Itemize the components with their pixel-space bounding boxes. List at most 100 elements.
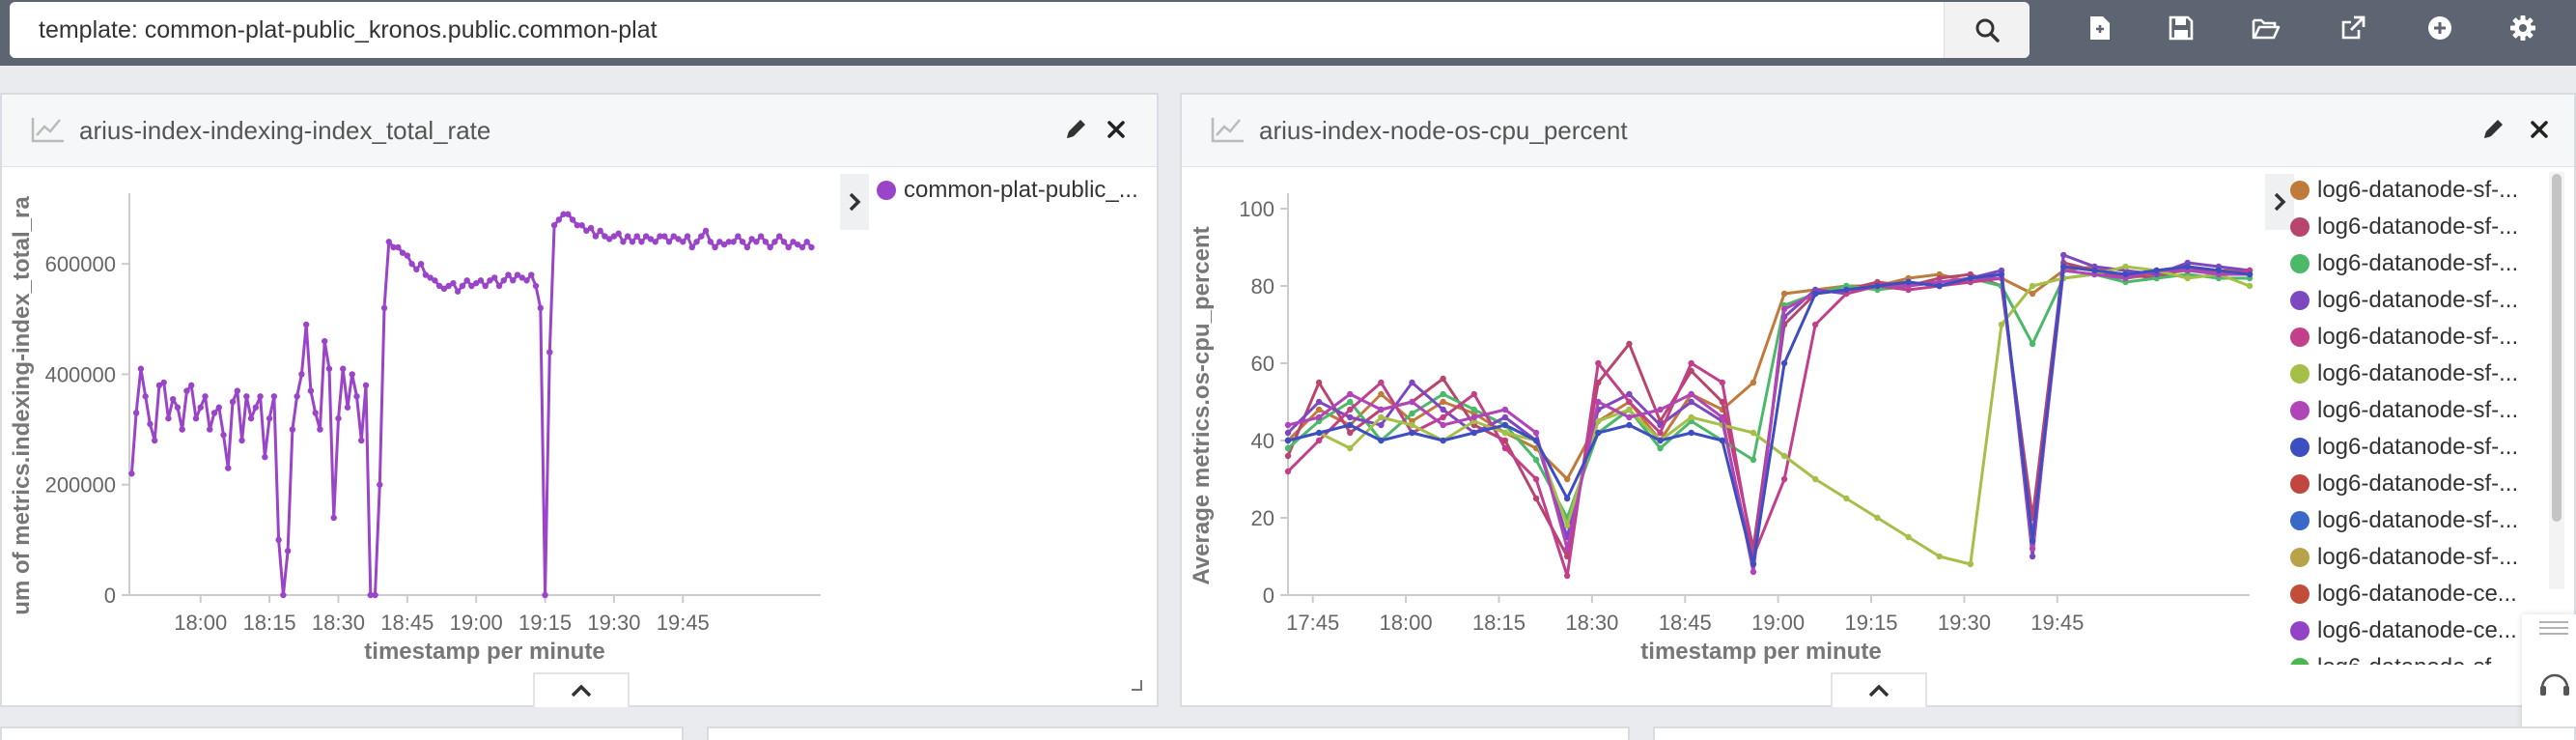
data-point[interactable] (574, 221, 581, 229)
data-point[interactable] (289, 426, 296, 433)
data-point[interactable] (1347, 444, 1354, 452)
data-point[interactable] (565, 211, 572, 217)
data-point[interactable] (1719, 413, 1726, 421)
data-point[interactable] (1378, 390, 1385, 398)
data-point[interactable] (463, 277, 470, 284)
open-button[interactable] (2250, 12, 2282, 44)
data-point[interactable] (1532, 456, 1540, 464)
data-point[interactable] (2122, 263, 2129, 270)
data-point[interactable] (1501, 429, 1509, 437)
data-point[interactable] (675, 236, 682, 242)
data-point[interactable] (1409, 421, 1415, 429)
close-panel-button[interactable] (2524, 114, 2555, 145)
data-point[interactable] (665, 239, 673, 245)
data-point[interactable] (1470, 390, 1477, 398)
data-point[interactable] (1936, 553, 1943, 560)
data-point[interactable] (1998, 270, 2005, 278)
data-point[interactable] (620, 239, 627, 245)
data-point[interactable] (514, 271, 521, 278)
data-point[interactable] (325, 365, 333, 372)
data-point[interactable] (197, 404, 204, 411)
data-point[interactable] (537, 304, 544, 312)
data-point[interactable] (1315, 406, 1323, 413)
data-point[interactable] (284, 548, 292, 555)
legend-item[interactable]: log6-datanode-sf-... (2290, 356, 2532, 392)
data-point[interactable] (385, 239, 392, 245)
data-point[interactable] (1440, 375, 1446, 383)
data-point[interactable] (151, 437, 158, 444)
data-point[interactable] (505, 271, 512, 278)
data-point[interactable] (730, 239, 737, 245)
data-point[interactable] (188, 382, 195, 389)
data-point[interactable] (1595, 398, 1602, 406)
data-point[interactable] (215, 404, 222, 411)
data-point[interactable] (1626, 413, 1633, 421)
data-point[interactable] (1719, 398, 1726, 406)
data-point[interactable] (137, 365, 145, 372)
data-point[interactable] (555, 216, 563, 223)
data-point[interactable] (377, 481, 383, 488)
collapse-button[interactable] (533, 672, 630, 707)
data-point[interactable] (257, 393, 264, 400)
legend-item[interactable]: log6-datanode-sf-... (2290, 245, 2532, 282)
data-point[interactable] (569, 216, 576, 223)
data-point[interactable] (680, 239, 686, 245)
data-point[interactable] (335, 414, 342, 422)
data-point[interactable] (528, 271, 535, 278)
data-point[interactable] (550, 221, 558, 229)
data-point[interactable] (445, 282, 452, 290)
data-point[interactable] (1780, 452, 1788, 460)
data-point[interactable] (587, 224, 595, 232)
data-point[interactable] (1284, 444, 1292, 452)
data-point[interactable] (633, 233, 640, 240)
data-point[interactable] (712, 243, 718, 251)
data-point[interactable] (753, 239, 760, 245)
data-point[interactable] (798, 243, 806, 251)
search-input[interactable] (10, 2, 1946, 58)
data-point[interactable] (1284, 452, 1292, 460)
data-point[interactable] (454, 288, 462, 295)
legend-item[interactable]: log6-datanode-sf-... (2290, 172, 2532, 209)
data-point[interactable] (413, 266, 420, 273)
data-point[interactable] (583, 227, 590, 235)
data-point[interactable] (1347, 413, 1354, 421)
data-point[interactable] (229, 398, 237, 406)
data-point[interactable] (2091, 267, 2098, 274)
legend-item[interactable]: log6-datanode-ce... (2290, 576, 2532, 612)
data-point[interactable] (1409, 398, 1415, 406)
data-point[interactable] (1688, 413, 1694, 421)
data-point[interactable] (1843, 286, 1850, 294)
data-point[interactable] (1315, 413, 1323, 421)
help-widget[interactable] (2522, 614, 2576, 740)
data-point[interactable] (1347, 390, 1354, 398)
data-point[interactable] (1378, 379, 1385, 386)
legend-scrollbar[interactable] (2549, 172, 2564, 589)
data-point[interactable] (349, 371, 355, 378)
data-point[interactable] (210, 410, 218, 416)
data-point[interactable] (597, 227, 603, 235)
data-point[interactable] (518, 274, 525, 281)
data-point[interactable] (748, 236, 755, 242)
data-point[interactable] (422, 271, 430, 278)
data-point[interactable] (1440, 406, 1446, 413)
data-point[interactable] (1409, 410, 1415, 417)
data-point[interactable] (1905, 533, 1912, 541)
data-point[interactable] (1378, 413, 1385, 421)
data-point[interactable] (638, 239, 645, 245)
data-point[interactable] (160, 379, 167, 386)
data-point[interactable] (2029, 537, 2036, 545)
data-point[interactable] (1657, 429, 1664, 437)
data-point[interactable] (1936, 282, 1943, 290)
data-point[interactable] (1501, 421, 1509, 429)
data-point[interactable] (262, 453, 268, 461)
data-point[interactable] (390, 243, 397, 251)
data-point[interactable] (482, 282, 489, 290)
data-point[interactable] (2184, 274, 2191, 282)
data-point[interactable] (1440, 437, 1446, 444)
data-point[interactable] (647, 236, 655, 242)
data-point[interactable] (739, 239, 746, 245)
data-point[interactable] (532, 282, 540, 290)
data-point[interactable] (1874, 282, 1881, 290)
data-point[interactable] (330, 514, 337, 522)
data-point[interactable] (1626, 398, 1633, 406)
